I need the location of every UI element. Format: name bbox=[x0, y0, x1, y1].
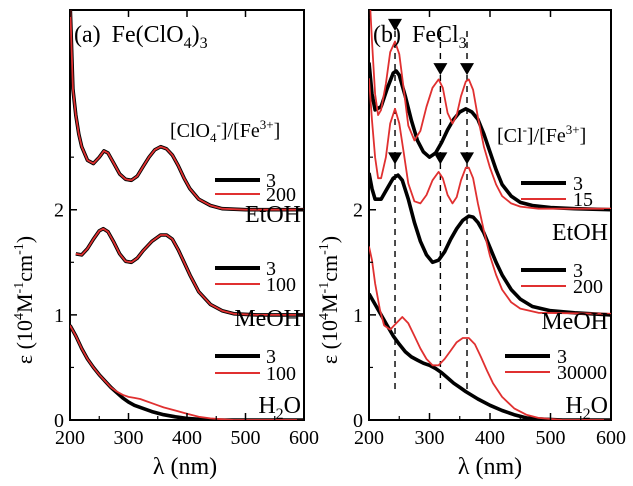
peak-arrow-marker bbox=[460, 152, 475, 165]
x-tick-label: 400 bbox=[172, 427, 202, 449]
y-tick-label: 1 bbox=[353, 305, 363, 327]
panel-a-y-ticks: 0 1 2 bbox=[54, 156, 304, 432]
panel-b-curves bbox=[369, 10, 611, 420]
solvent-label: MeOH bbox=[541, 309, 608, 335]
red-spectrum-curve bbox=[369, 10, 611, 210]
x-tick-label: 400 bbox=[475, 427, 505, 449]
red-spectrum-curve bbox=[369, 78, 611, 315]
solvent-label: H2O bbox=[565, 393, 608, 423]
legend-label: 30000 bbox=[557, 362, 607, 384]
peak-arrow-marker bbox=[460, 63, 475, 76]
panel-a-title: (a) Fe(ClO4)3 bbox=[74, 22, 208, 52]
panel-a-curves bbox=[70, 10, 304, 420]
peak-arrow-marker bbox=[433, 63, 448, 76]
solvent-label: MeOH bbox=[234, 306, 301, 332]
panel-a-x-axis-label: λ (nm) bbox=[153, 454, 217, 480]
red-spectrum-curve bbox=[369, 246, 611, 420]
panel-a-legend-title: [ClO4-]/[Fe3+] bbox=[170, 117, 280, 145]
legend-label: 3 bbox=[266, 170, 276, 192]
black-spectrum-curve bbox=[369, 62, 611, 212]
y-tick-label: 2 bbox=[353, 200, 363, 222]
legend-label: 3 bbox=[266, 258, 276, 280]
solvent-label: EtOH bbox=[245, 202, 301, 228]
y-tick-label: 0 bbox=[353, 410, 363, 432]
x-tick-label: 300 bbox=[415, 427, 445, 449]
black-spectrum-curve bbox=[369, 292, 611, 420]
panel-b-x-axis-label: λ (nm) bbox=[458, 454, 522, 480]
panel-b-dashed-lines bbox=[394, 31, 468, 391]
y-tick-label: 2 bbox=[54, 200, 64, 222]
y-tick-label: 1 bbox=[54, 305, 64, 327]
panel-a: 200 300 400 500 600 0 1 2 (a) Fe(ClO4)3 [ClO4-… bbox=[12, 9, 319, 480]
peak-arrow-marker bbox=[433, 152, 448, 165]
legend-label: 3 bbox=[573, 260, 583, 282]
legend-label: 3 bbox=[557, 346, 567, 368]
x-tick-label: 500 bbox=[536, 427, 566, 449]
panel-b-title: (b) FeCl3 bbox=[373, 22, 467, 52]
x-tick-label: 200 bbox=[55, 427, 85, 449]
panel-a-y-axis-label: ε (104M-1cm-1) bbox=[12, 236, 37, 364]
x-tick-label: 500 bbox=[231, 427, 261, 449]
peak-arrow-marker bbox=[388, 152, 403, 165]
panel-b-x-ticks: 200 300 400 500 600 bbox=[354, 10, 626, 449]
legend-label: 100 bbox=[266, 363, 296, 385]
panel-b: 200 300 400 500 600 0 1 2 (b) FeCl3 [Cl-]/[Fe3… bbox=[317, 9, 626, 480]
solvent-label: EtOH bbox=[552, 220, 608, 246]
legend-label: 3 bbox=[266, 346, 276, 368]
x-tick-label: 200 bbox=[354, 427, 384, 449]
peak-arrow-marker bbox=[388, 18, 403, 31]
x-tick-label: 600 bbox=[596, 427, 626, 449]
legend-label: 100 bbox=[266, 274, 296, 296]
panel-b-frame bbox=[368, 9, 612, 421]
y-tick-label: 0 bbox=[54, 410, 64, 432]
red-spectrum-curve bbox=[70, 10, 304, 211]
panel-b-arrows bbox=[388, 18, 475, 165]
panel-a-x-ticks: 200 300 400 500 600 bbox=[55, 10, 319, 449]
red-spectrum-curve bbox=[75, 227, 304, 316]
legend-label: 3 bbox=[573, 173, 583, 195]
x-tick-label: 600 bbox=[289, 427, 319, 449]
panel-b-y-axis-label: ε (104M-1cm-1) bbox=[317, 236, 342, 364]
panel-b-y-ticks: 0 1 2 bbox=[353, 156, 611, 432]
legend-label: 200 bbox=[266, 184, 296, 206]
x-tick-label: 300 bbox=[114, 427, 144, 449]
black-spectrum-curve bbox=[369, 172, 611, 317]
red-spectrum-curve bbox=[70, 324, 304, 420]
legend-label: 15 bbox=[573, 189, 593, 211]
solvent-label: H2O bbox=[258, 393, 301, 423]
panel-b-legend-title: [Cl-]/[Fe3+] bbox=[497, 122, 586, 147]
legend-label: 200 bbox=[573, 276, 603, 298]
